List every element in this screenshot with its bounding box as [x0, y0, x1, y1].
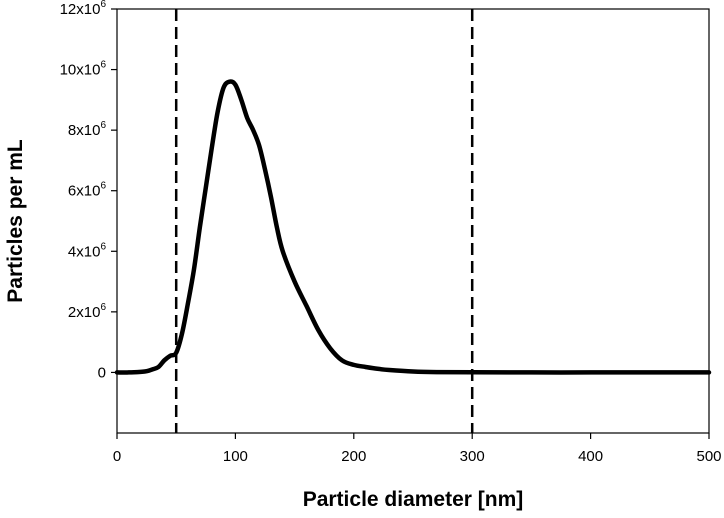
y-tick-label: 12x106	[60, 0, 107, 18]
y-tick-label: 0	[98, 364, 106, 381]
x-tick-label: 0	[113, 448, 121, 465]
y-axis-ticks: 0 2x106 4x106 6x106 8x106 10x106 12x106	[60, 0, 117, 381]
y-axis-title: Particles per mL	[4, 139, 27, 303]
x-tick-label: 400	[578, 448, 603, 465]
x-axis-title: Particle diameter [nm]	[303, 488, 524, 511]
plot-area-frame	[116, 8, 710, 434]
x-axis-ticks: 0 100 200 300 400 500	[113, 433, 722, 465]
y-tick-label: 8x106	[68, 120, 107, 139]
x-tick-label: 100	[223, 448, 248, 465]
reference-lines	[174, 9, 474, 433]
x-tick-label: 300	[460, 448, 485, 465]
y-tick-label: 6x106	[68, 181, 107, 200]
x-tick-label: 200	[341, 448, 366, 465]
x-tick-label: 500	[696, 448, 721, 465]
y-tick-label: 10x106	[60, 60, 107, 79]
series-line	[114, 79, 712, 375]
y-tick-label: 2x106	[68, 302, 107, 321]
y-tick-label: 4x106	[68, 241, 107, 260]
